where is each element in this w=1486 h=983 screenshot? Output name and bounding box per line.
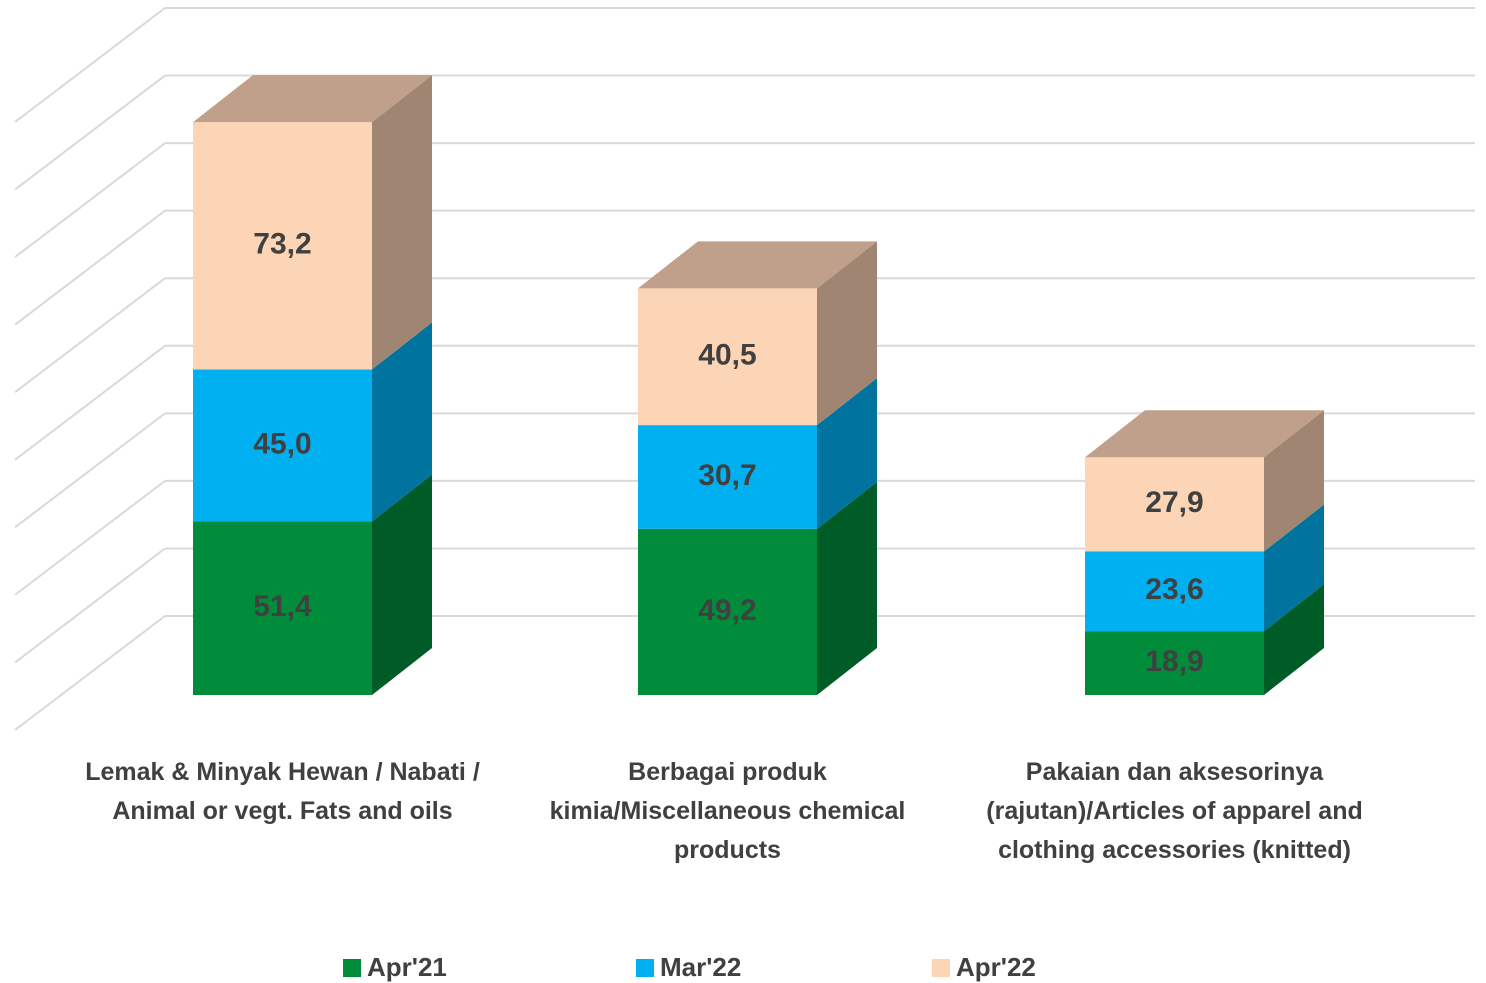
- bar: [1085, 631, 1264, 695]
- value-label: 30,7: [698, 459, 756, 492]
- legend-swatch: [932, 959, 950, 977]
- bar-side: [372, 75, 432, 370]
- bar: [193, 122, 372, 370]
- legend-label: Apr'22: [956, 952, 1036, 982]
- bar-side: [1264, 584, 1324, 695]
- bar-side: [372, 474, 432, 695]
- legend-label: Apr'21: [367, 952, 447, 982]
- legend-label: Mar'22: [660, 952, 741, 982]
- bar: [193, 521, 372, 695]
- bar-side: [817, 378, 877, 529]
- grid-line-side: [14, 547, 166, 664]
- grid-line-side: [14, 74, 166, 191]
- grid-line-side: [14, 344, 166, 461]
- grid-line-side: [14, 209, 166, 326]
- x-tick-label: Pakaian dan aksesorinya (rajutan)/Articl…: [986, 758, 1363, 864]
- legend-swatch: [343, 959, 361, 977]
- bar-side: [1264, 410, 1324, 552]
- bar-side: [817, 241, 877, 426]
- value-label: 40,5: [698, 339, 756, 372]
- grid-line-side: [14, 277, 166, 394]
- bar-top: [1085, 410, 1324, 458]
- value-label: 51,4: [253, 590, 312, 623]
- grid-line-side: [14, 615, 166, 731]
- grid-line-side: [14, 7, 166, 123]
- grid-line-side: [14, 142, 166, 258]
- bar-side: [1264, 504, 1324, 632]
- value-label: 73,2: [253, 228, 311, 261]
- bar: [1085, 551, 1264, 632]
- value-label: 18,9: [1145, 645, 1203, 678]
- x-tick-label: Berbagai produk kimia/Miscellaneous chem…: [549, 758, 906, 864]
- bar: [193, 369, 372, 522]
- grid-line-side: [14, 412, 166, 529]
- bar: [638, 425, 817, 529]
- value-label: 45,0: [253, 427, 311, 460]
- legend-swatch: [636, 959, 654, 977]
- value-label: 27,9: [1145, 486, 1203, 519]
- value-label: 49,2: [698, 594, 756, 627]
- x-tick-label: Lemak & Minyak Hewan / Nabati / Animal o…: [85, 758, 480, 825]
- grid-line-side: [14, 480, 166, 596]
- bar: [638, 528, 817, 695]
- bar-side: [817, 481, 877, 695]
- bar: [1085, 457, 1264, 552]
- bar: [638, 288, 817, 426]
- bar-top: [638, 241, 877, 289]
- value-label: 23,6: [1145, 573, 1203, 606]
- bar-top: [193, 75, 432, 123]
- bar-side: [372, 322, 432, 522]
